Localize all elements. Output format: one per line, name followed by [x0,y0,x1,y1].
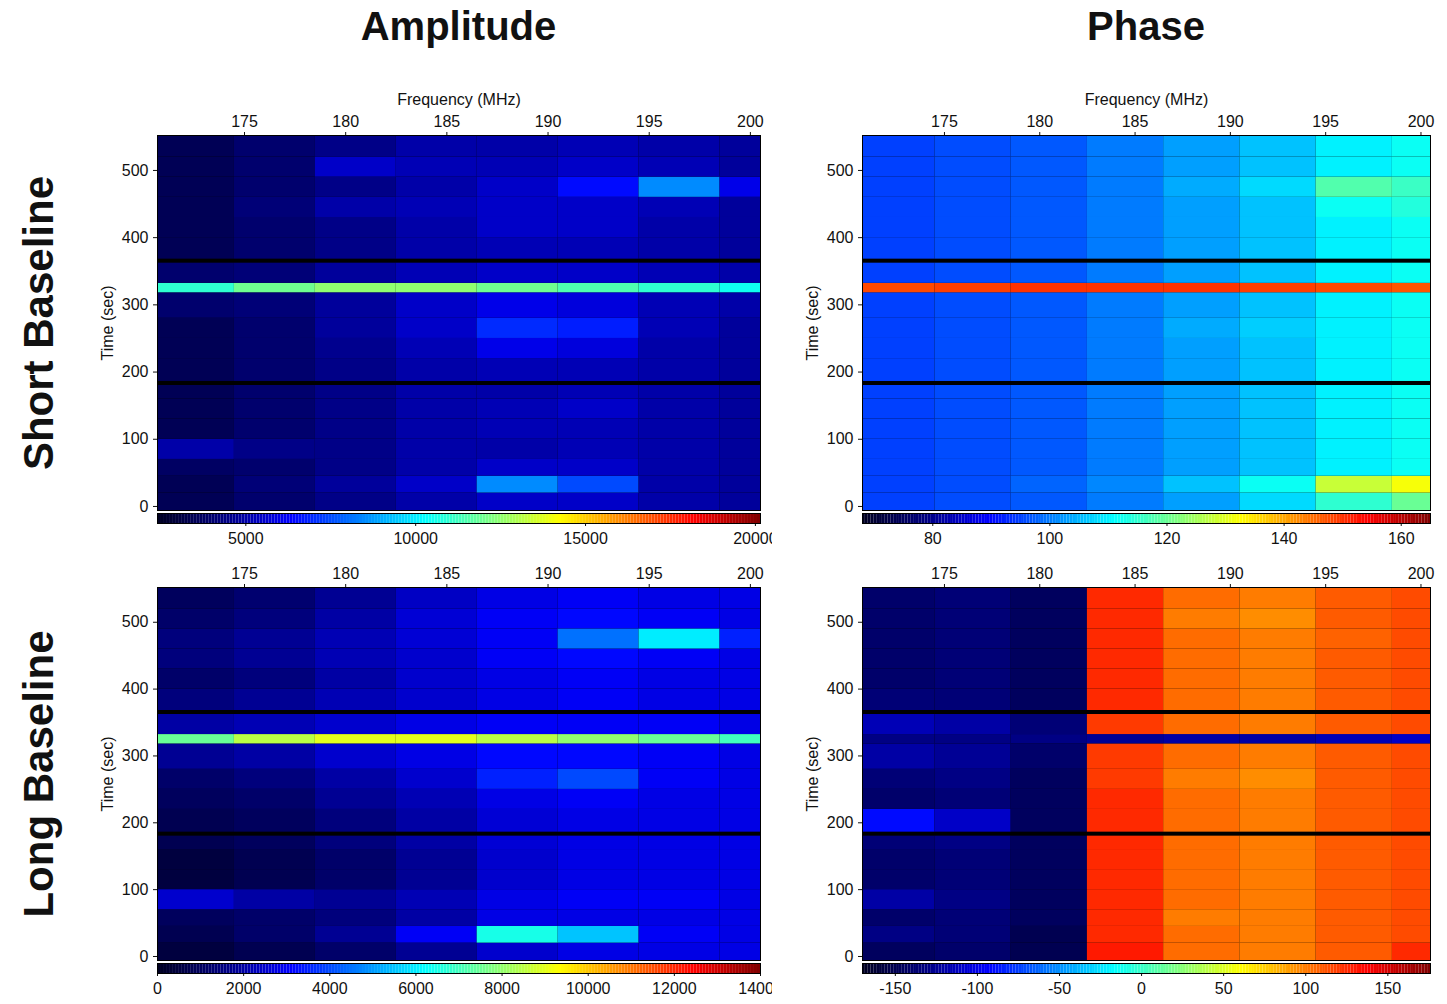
html-text:Phase: Phase [1087,4,1205,48]
svg-text:200: 200 [1408,565,1435,582]
svg-text:185: 185 [1122,565,1149,582]
svg-text:185: 185 [434,113,461,130]
svg-text:Frequency (MHz): Frequency (MHz) [397,91,521,108]
svg-text:2000: 2000 [226,980,262,996]
svg-text:0: 0 [845,498,854,512]
svg-text:100: 100 [827,881,854,898]
svg-text:180: 180 [332,113,359,130]
svg-text:Time (sec): Time (sec) [804,286,821,361]
svg-text:190: 190 [1217,565,1244,582]
svg-text:0: 0 [1137,980,1146,996]
svg-text:200: 200 [737,565,764,582]
svg-text:160: 160 [1388,530,1415,546]
svg-text:190: 190 [535,113,562,130]
svg-text:15000: 15000 [563,530,608,546]
html-text:Long Baseline: Long Baseline [14,630,61,917]
html-text:Amplitude: Amplitude [360,4,557,48]
svg-text:185: 185 [434,565,461,582]
svg-text:-50: -50 [1048,980,1071,996]
svg-text:400: 400 [122,229,149,246]
svg-text:195: 195 [1312,565,1339,582]
svg-text:100: 100 [122,881,149,898]
svg-text:200: 200 [122,363,149,380]
svg-text:400: 400 [827,680,854,697]
svg-text:200: 200 [827,814,854,831]
svg-text:20000: 20000 [733,530,772,546]
svg-text:100: 100 [827,430,854,447]
svg-text:Time (sec): Time (sec) [804,737,821,812]
svg-text:Time (sec): Time (sec) [99,737,116,812]
svg-text:400: 400 [122,680,149,697]
svg-text:0: 0 [845,948,854,962]
svg-text:12000: 12000 [652,980,697,996]
svg-text:6000: 6000 [398,980,434,996]
svg-text:180: 180 [1026,113,1053,130]
svg-text:8000: 8000 [484,980,520,996]
svg-text:0: 0 [140,498,149,512]
svg-text:200: 200 [827,363,854,380]
svg-text:300: 300 [122,747,149,764]
svg-text:180: 180 [332,565,359,582]
svg-text:180: 180 [1026,565,1053,582]
svg-text:200: 200 [122,814,149,831]
svg-text:195: 195 [1312,113,1339,130]
svg-text:300: 300 [827,747,854,764]
svg-text:-100: -100 [961,980,993,996]
svg-text:175: 175 [931,565,958,582]
svg-text:300: 300 [122,296,149,313]
svg-text:175: 175 [931,113,958,130]
svg-text:185: 185 [1122,113,1149,130]
svg-text:195: 195 [636,113,663,130]
svg-text:175: 175 [231,113,258,130]
svg-text:4000: 4000 [312,980,348,996]
svg-text:-150: -150 [879,980,911,996]
svg-text:500: 500 [122,162,149,179]
svg-text:500: 500 [122,613,149,630]
svg-text:400: 400 [827,229,854,246]
svg-text:200: 200 [737,113,764,130]
svg-text:100: 100 [122,430,149,447]
svg-text:10000: 10000 [393,530,438,546]
svg-text:100: 100 [1037,530,1064,546]
svg-text:0: 0 [140,948,149,962]
svg-text:500: 500 [827,613,854,630]
svg-text:100: 100 [1292,980,1319,996]
svg-text:Time (sec): Time (sec) [99,286,116,361]
svg-text:Frequency (MHz): Frequency (MHz) [1085,91,1209,108]
svg-text:50: 50 [1215,980,1233,996]
svg-text:80: 80 [924,530,942,546]
svg-text:150: 150 [1374,980,1401,996]
svg-text:200: 200 [1408,113,1435,130]
html-text:Short Baseline: Short Baseline [14,175,61,470]
svg-text:190: 190 [535,565,562,582]
svg-text:300: 300 [827,296,854,313]
svg-text:10000: 10000 [566,980,611,996]
svg-text:500: 500 [827,162,854,179]
svg-text:175: 175 [231,565,258,582]
svg-text:14000: 14000 [738,980,772,996]
svg-text:140: 140 [1271,530,1298,546]
svg-text:0: 0 [153,980,162,996]
svg-text:190: 190 [1217,113,1244,130]
svg-text:195: 195 [636,565,663,582]
svg-text:120: 120 [1154,530,1181,546]
svg-text:5000: 5000 [228,530,264,546]
